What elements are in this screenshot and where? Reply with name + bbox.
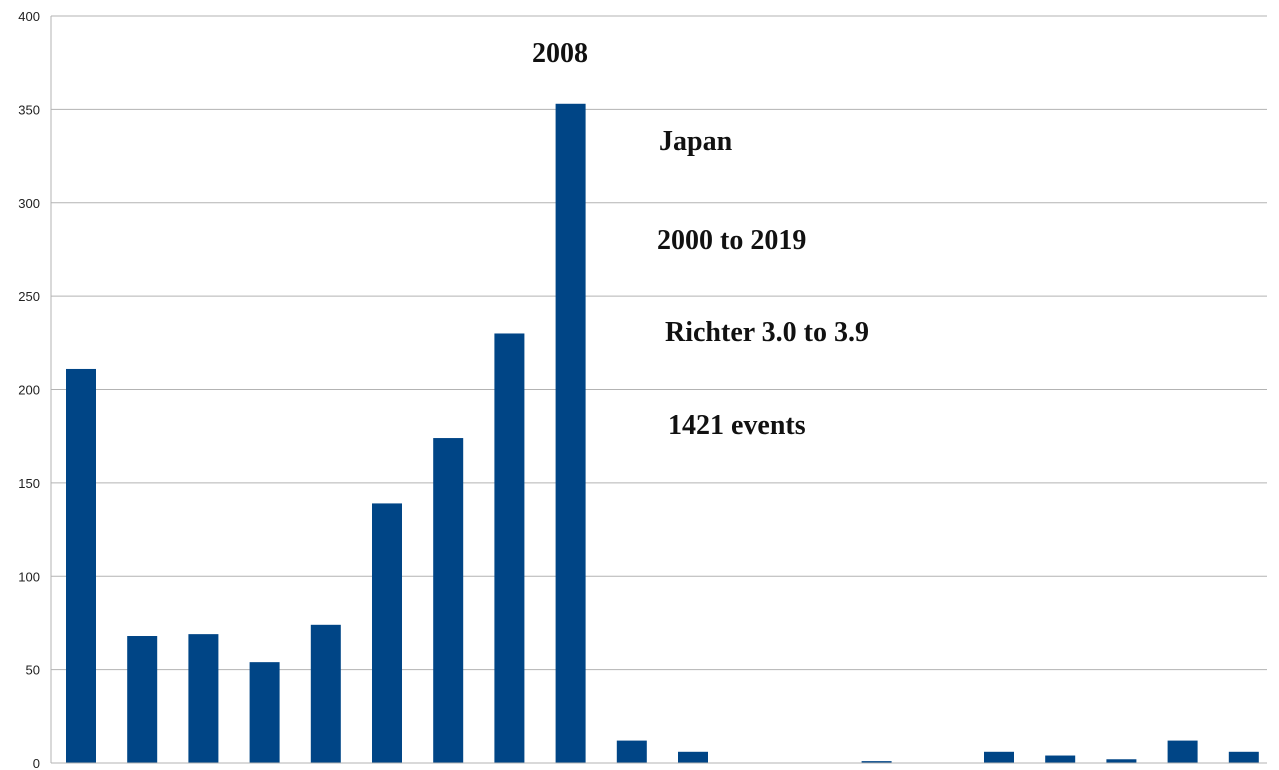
y-tick-label: 0 xyxy=(33,756,40,770)
y-tick-label: 50 xyxy=(26,663,40,678)
annotation-count: 1421 events xyxy=(668,410,806,441)
bar-2004 xyxy=(310,624,341,763)
y-tick-label: 100 xyxy=(18,569,40,584)
bar-2013 xyxy=(861,761,892,763)
bar-2010 xyxy=(678,751,708,763)
bar-2019 xyxy=(1228,751,1259,763)
bar-2009 xyxy=(616,740,647,763)
annotation-years: 2000 to 2019 xyxy=(657,225,806,256)
bar-2001 xyxy=(127,636,158,763)
bar-2016 xyxy=(1045,755,1076,763)
bar-2005 xyxy=(372,503,402,763)
bars xyxy=(66,103,1259,763)
bar-2006 xyxy=(433,438,464,763)
bar-2002 xyxy=(188,634,219,763)
y-tick-label: 350 xyxy=(18,102,40,117)
annotation-peak-year: 2008 xyxy=(532,38,588,69)
y-tick-label: 400 xyxy=(18,9,40,24)
bar-2015 xyxy=(984,751,1014,763)
bar-2008 xyxy=(555,103,586,763)
y-axis: 0 50 100 150 200 250 300 350 400 xyxy=(18,9,40,770)
bar-2000 xyxy=(66,368,96,763)
y-tick-label: 250 xyxy=(18,289,40,304)
bar-2007 xyxy=(494,333,525,763)
bar-2017 xyxy=(1106,759,1137,763)
annotation-region: Japan xyxy=(659,126,733,157)
y-tick-label: 300 xyxy=(18,196,40,211)
annotation-magnitude: Richter 3.0 to 3.9 xyxy=(665,317,869,348)
bar-2003 xyxy=(249,662,280,763)
bar-2018 xyxy=(1167,740,1198,763)
y-tick-label: 200 xyxy=(18,383,40,398)
y-tick-label: 150 xyxy=(18,476,40,491)
